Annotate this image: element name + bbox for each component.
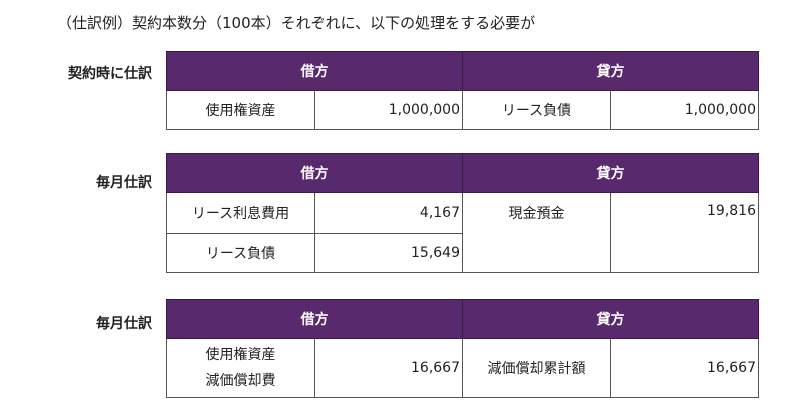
journal-table-monthly-1: 借方 貸方 リース利息費用 4,167 現金預金 19,816 リース負債 15… <box>166 153 759 273</box>
debit-header: 借方 <box>166 51 463 91</box>
credit-account: 減価償却累計額 <box>462 338 611 398</box>
section-label-monthly-2: 毎月仕訳 <box>96 316 152 332</box>
credit-amount: 1,000,000 <box>610 90 759 130</box>
credit-account: リース負債 <box>462 90 611 130</box>
debit-amount: 1,000,000 <box>314 90 463 130</box>
debit-amount: 4,167 <box>314 192 463 234</box>
credit-account: 現金預金 <box>462 192 611 273</box>
credit-header: 貸方 <box>462 51 759 91</box>
credit-amount: 16,667 <box>610 338 759 398</box>
debit-account: 使用権資産 <box>166 90 315 130</box>
debit-header: 借方 <box>166 299 463 339</box>
credit-header: 貸方 <box>462 299 759 339</box>
debit-amount: 16,667 <box>314 338 463 398</box>
journal-table-monthly-2: 借方 貸方 使用権資産 減価償却費 16,667 減価償却累計額 16,667 <box>166 299 759 398</box>
debit-amount: 15,649 <box>314 233 463 273</box>
debit-account: 使用権資産 減価償却費 <box>166 338 315 398</box>
debit-account-line2: 減価償却費 <box>205 373 276 389</box>
debit-header: 借方 <box>166 153 463 193</box>
credit-amount: 19,816 <box>610 192 759 273</box>
debit-account: リース負債 <box>166 233 315 273</box>
page-headline: （仕訳例）契約本数分（100本）それぞれに、以下の処理をする必要が <box>57 14 536 32</box>
section-label-contract: 契約時に仕訳 <box>68 66 152 82</box>
section-label-monthly-1: 毎月仕訳 <box>96 175 152 191</box>
debit-account: リース利息費用 <box>166 192 315 234</box>
debit-account-line1: 使用権資産 <box>205 347 276 363</box>
journal-table-contract: 借方 貸方 使用権資産 1,000,000 リース負債 1,000,000 <box>166 51 759 130</box>
credit-header: 貸方 <box>462 153 759 193</box>
